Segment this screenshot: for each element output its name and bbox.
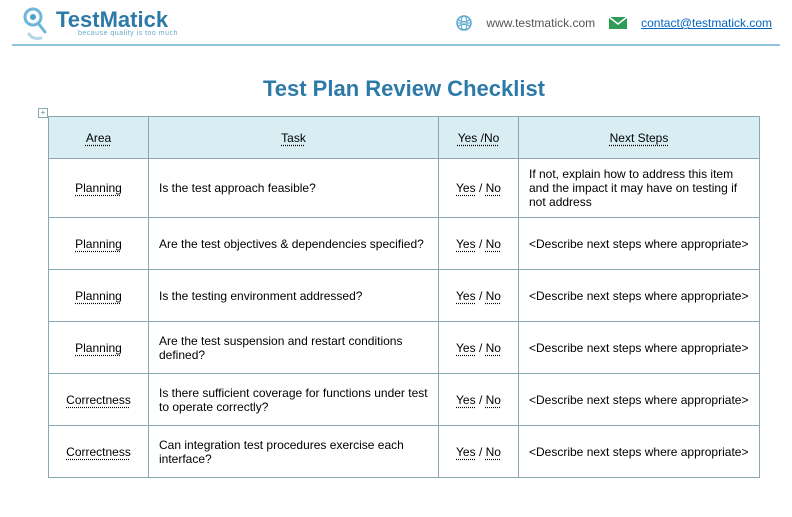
col-header-yesno: Yes /No (439, 117, 519, 159)
cell-task: Is the test approach feasible? (149, 159, 439, 218)
logo-mark-icon (20, 6, 50, 40)
cell-yesno: Yes / No (439, 322, 519, 374)
cell-yesno: Yes / No (439, 159, 519, 218)
page-header: TestMatick because quality is too much w… (0, 0, 792, 44)
brand-name: TestMatick (56, 9, 178, 31)
website-text: www.testmatick.com (486, 16, 595, 30)
cell-task: Can integration test procedures exercise… (149, 426, 439, 478)
table-row: PlanningAre the test objectives & depend… (49, 218, 760, 270)
brand-tagline: because quality is too much (78, 30, 178, 37)
globe-icon (456, 15, 472, 31)
cell-area: Planning (49, 218, 149, 270)
cell-task: Are the test suspension and restart cond… (149, 322, 439, 374)
cell-next-steps: <Describe next steps where appropriate> (519, 322, 760, 374)
cell-area: Planning (49, 322, 149, 374)
table-row: PlanningIs the test approach feasible?Ye… (49, 159, 760, 218)
table-row: PlanningAre the test suspension and rest… (49, 322, 760, 374)
cell-task: Are the test objectives & dependencies s… (149, 218, 439, 270)
table-row: CorrectnessIs there sufficient coverage … (49, 374, 760, 426)
cell-area: Correctness (49, 426, 149, 478)
cell-next-steps: <Describe next steps where appropriate> (519, 374, 760, 426)
logo-text: TestMatick because quality is too much (56, 9, 178, 37)
table-header-row: Area Task Yes /No Next Steps (49, 117, 760, 159)
cell-area: Planning (49, 159, 149, 218)
table-row: CorrectnessCan integration test procedur… (49, 426, 760, 478)
cell-yesno: Yes / No (439, 270, 519, 322)
cell-yesno: Yes / No (439, 374, 519, 426)
mail-icon (609, 17, 627, 29)
cell-next-steps: If not, explain how to address this item… (519, 159, 760, 218)
cell-next-steps: <Describe next steps where appropriate> (519, 426, 760, 478)
email-link[interactable]: contact@testmatick.com (641, 16, 772, 30)
cell-next-steps: <Describe next steps where appropriate> (519, 270, 760, 322)
cell-yesno: Yes / No (439, 426, 519, 478)
cell-area: Correctness (49, 374, 149, 426)
cell-next-steps: <Describe next steps where appropriate> (519, 218, 760, 270)
cell-task: Is there sufficient coverage for functio… (149, 374, 439, 426)
cell-area: Planning (49, 270, 149, 322)
anchor-icon: + (38, 108, 48, 118)
col-header-task: Task (149, 117, 439, 159)
col-header-next: Next Steps (519, 117, 760, 159)
table-row: PlanningIs the testing environment addre… (49, 270, 760, 322)
header-contact: www.testmatick.com contact@testmatick.co… (456, 15, 772, 31)
document-body: + Test Plan Review Checklist Area Task Y… (0, 46, 792, 478)
cell-task: Is the testing environment addressed? (149, 270, 439, 322)
checklist-table: Area Task Yes /No Next Steps PlanningIs … (48, 116, 760, 478)
col-header-area: Area (49, 117, 149, 159)
page-title: Test Plan Review Checklist (48, 76, 760, 102)
cell-yesno: Yes / No (439, 218, 519, 270)
logo: TestMatick because quality is too much (20, 6, 178, 40)
